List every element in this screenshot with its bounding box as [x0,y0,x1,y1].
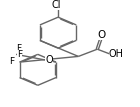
Text: Cl: Cl [52,0,61,10]
Text: O: O [46,55,53,65]
Text: OH: OH [109,49,124,59]
Text: O: O [97,30,106,39]
Text: F: F [9,57,14,66]
Text: F: F [16,44,21,53]
Text: F: F [17,50,22,59]
